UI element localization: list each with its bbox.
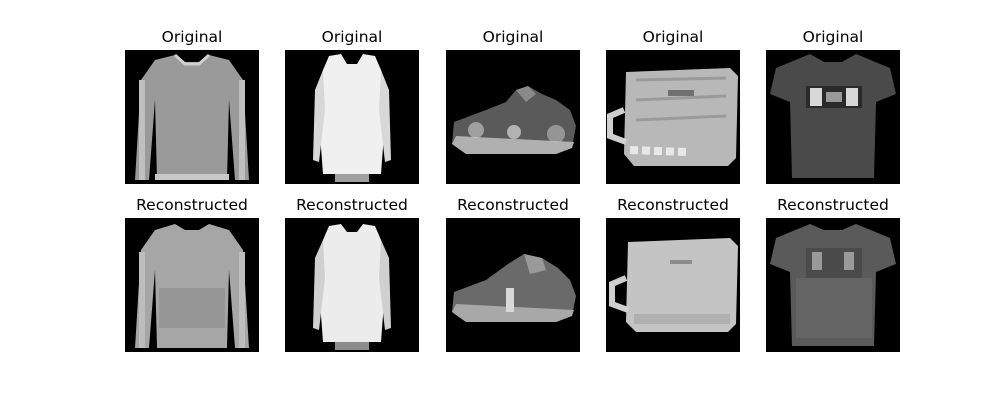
original-image-long-sleeve-shirt <box>125 50 259 184</box>
panel-title: Original <box>642 28 704 46</box>
reconstructed-image-sneaker <box>446 218 580 352</box>
panel-title: Reconstructed <box>457 196 569 214</box>
reconstructed-image-dress <box>285 218 419 352</box>
panel-title: Reconstructed <box>777 196 889 214</box>
panel-title: Original <box>802 28 864 46</box>
panel-title: Reconstructed <box>617 196 729 214</box>
original-image-dress <box>285 50 419 184</box>
original-image-bag <box>606 50 740 184</box>
reconstructed-image-t-shirt <box>766 218 900 352</box>
original-image-t-shirt <box>766 50 900 184</box>
panel-title: Original <box>321 28 383 46</box>
original-image-sneaker <box>446 50 580 184</box>
panel-title: Reconstructed <box>136 196 248 214</box>
panel-title: Reconstructed <box>296 196 408 214</box>
panel-title: Original <box>482 28 544 46</box>
reconstructed-image-bag <box>606 218 740 352</box>
reconstructed-image-long-sleeve-shirt <box>125 218 259 352</box>
panel-title: Original <box>161 28 223 46</box>
